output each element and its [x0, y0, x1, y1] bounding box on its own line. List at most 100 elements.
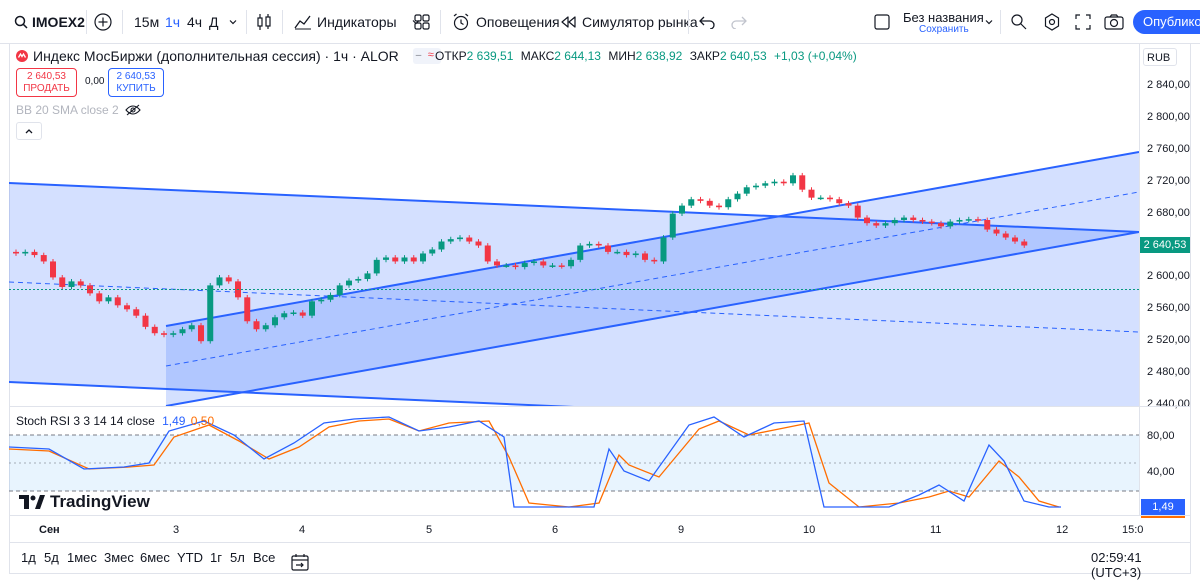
candle-body [771, 181, 778, 184]
stoch-rsi-pane[interactable] [9, 407, 1139, 515]
undo-button[interactable] [699, 0, 715, 44]
time-axis-tick: 4 [299, 524, 306, 536]
stoch-k-tag: 1,49 [1141, 499, 1185, 515]
candle-body [253, 321, 260, 330]
interval-1h[interactable]: 1ч [165, 0, 180, 44]
range-ytd[interactable]: YTD [177, 550, 203, 565]
layout-menu-button[interactable] [984, 0, 994, 44]
legend-toggle-button[interactable]: – ≈ [412, 48, 441, 64]
candle-body [632, 253, 639, 256]
uptrend-channel-bottom[interactable] [165, 231, 1139, 406]
range-6m[interactable]: 6мес [140, 550, 170, 565]
candle-body [50, 261, 56, 278]
currency-button[interactable]: RUB [1143, 48, 1177, 66]
candle-body [864, 217, 870, 224]
candle-body [854, 205, 861, 218]
grid-icon [414, 14, 430, 30]
indicators-button[interactable]: Индикаторы [294, 0, 421, 44]
candle-body [262, 325, 269, 330]
interval-15m[interactable]: 15м [134, 0, 159, 44]
symbol-search[interactable]: IMOEX2 [14, 0, 85, 44]
candle-body [790, 175, 796, 184]
compare-add-button[interactable] [94, 0, 112, 44]
candle-body [309, 301, 315, 316]
range-3m[interactable]: 3мес [104, 550, 134, 565]
stoch-legend[interactable]: Stoch RSI 3 3 14 14 close 1,49 0,50 [16, 414, 214, 428]
range-1d[interactable]: 1д [21, 550, 36, 565]
interval-4h[interactable]: 4ч [187, 0, 202, 44]
candle-body [96, 293, 103, 302]
snapshot-button[interactable] [1104, 0, 1124, 44]
stoch-axis-tick: 40,00 [1147, 466, 1175, 478]
high-value: 2 644,13 [554, 49, 601, 63]
interval-dropdown[interactable] [228, 0, 238, 44]
bb-indicator-legend[interactable]: BB 20 SMA close 2 [16, 103, 141, 117]
wave-icon: ≈ [427, 49, 434, 61]
time-axis-tick: Сен [39, 524, 60, 536]
candle-body [114, 297, 121, 306]
candle-body [484, 245, 491, 262]
symbol-legend[interactable]: Индекс МосБиржи (дополнительная сессия) … [16, 48, 441, 64]
stoch-axis[interactable] [1139, 407, 1192, 515]
stoch-d-value: 0,50 [190, 414, 215, 428]
time-axis[interactable] [9, 515, 1191, 543]
candle-body [13, 251, 19, 254]
redo-button[interactable] [731, 0, 747, 44]
time-axis-tick: 3 [173, 524, 180, 536]
range-all[interactable]: Все [253, 550, 276, 565]
layout-name-button[interactable] [874, 0, 890, 44]
alerts-button[interactable]: Оповещения [452, 0, 560, 44]
candle-body [817, 197, 824, 200]
minus-icon: – [415, 50, 422, 61]
range-1y[interactable]: 1г [210, 550, 222, 565]
uptrend-channel-fill [166, 152, 1139, 406]
fullscreen-button[interactable] [1075, 0, 1091, 44]
camera-icon [1104, 14, 1124, 30]
publish-button[interactable]: Опубликов [1133, 10, 1200, 34]
candle-body [188, 325, 195, 330]
candle-body [808, 189, 815, 198]
layout-name[interactable]: Без названия [903, 10, 984, 25]
candle-body [984, 219, 991, 230]
candle-body [780, 181, 787, 184]
candle-body [225, 277, 232, 282]
chart-type-button[interactable] [256, 0, 272, 44]
settings-button[interactable] [1043, 0, 1061, 44]
candle-body [1012, 237, 1018, 242]
price-axis[interactable] [1139, 44, 1192, 406]
fullscreen-icon [1075, 14, 1091, 30]
eye-off-icon[interactable] [125, 104, 141, 116]
range-1m[interactable]: 1мес [67, 550, 97, 565]
candle-body [318, 299, 325, 302]
price-axis-tick: 2 840,00 [1147, 79, 1190, 91]
change-value: +1,03 (+0,04%) [774, 49, 857, 63]
interval-day[interactable]: Д [209, 0, 218, 44]
undo-icon [699, 15, 715, 29]
clock-timezone[interactable]: 02:59:41 (UTC+3) [1091, 550, 1142, 580]
candle-body [124, 305, 130, 310]
range-5d[interactable]: 5д [44, 550, 59, 565]
buy-button[interactable]: 2 640,53 КУПИТЬ [108, 68, 164, 97]
moex-logo-icon [16, 50, 28, 62]
collapse-legend-button[interactable] [16, 122, 42, 140]
sell-button[interactable]: 2 640,53 ПРОДАТЬ [16, 68, 77, 97]
downtrend-channel-bottom[interactable] [9, 381, 1139, 406]
candle-body [623, 251, 630, 256]
candle-body [327, 294, 334, 300]
candle-body [531, 261, 537, 264]
pane-separator[interactable] [9, 406, 1191, 407]
bb-label: BB 20 SMA close 2 [16, 103, 119, 117]
tradingview-logo[interactable]: TradingView [19, 492, 150, 512]
range-5y[interactable]: 5л [230, 550, 245, 565]
stoch-k-line [9, 416, 1061, 508]
magnifier-icon [1010, 13, 1028, 31]
candle-body [299, 312, 306, 316]
replay-button[interactable]: Симулятор рынка [561, 0, 698, 44]
time-axis-tick: 12 [1056, 524, 1069, 536]
price-axis-tick: 2 760,00 [1147, 142, 1190, 155]
quick-search-button[interactable] [1010, 0, 1028, 44]
price-pane[interactable] [9, 44, 1139, 406]
layouts-button[interactable] [414, 0, 430, 44]
candle-body [716, 205, 722, 208]
sell-label: ПРОДАТЬ [23, 83, 70, 94]
